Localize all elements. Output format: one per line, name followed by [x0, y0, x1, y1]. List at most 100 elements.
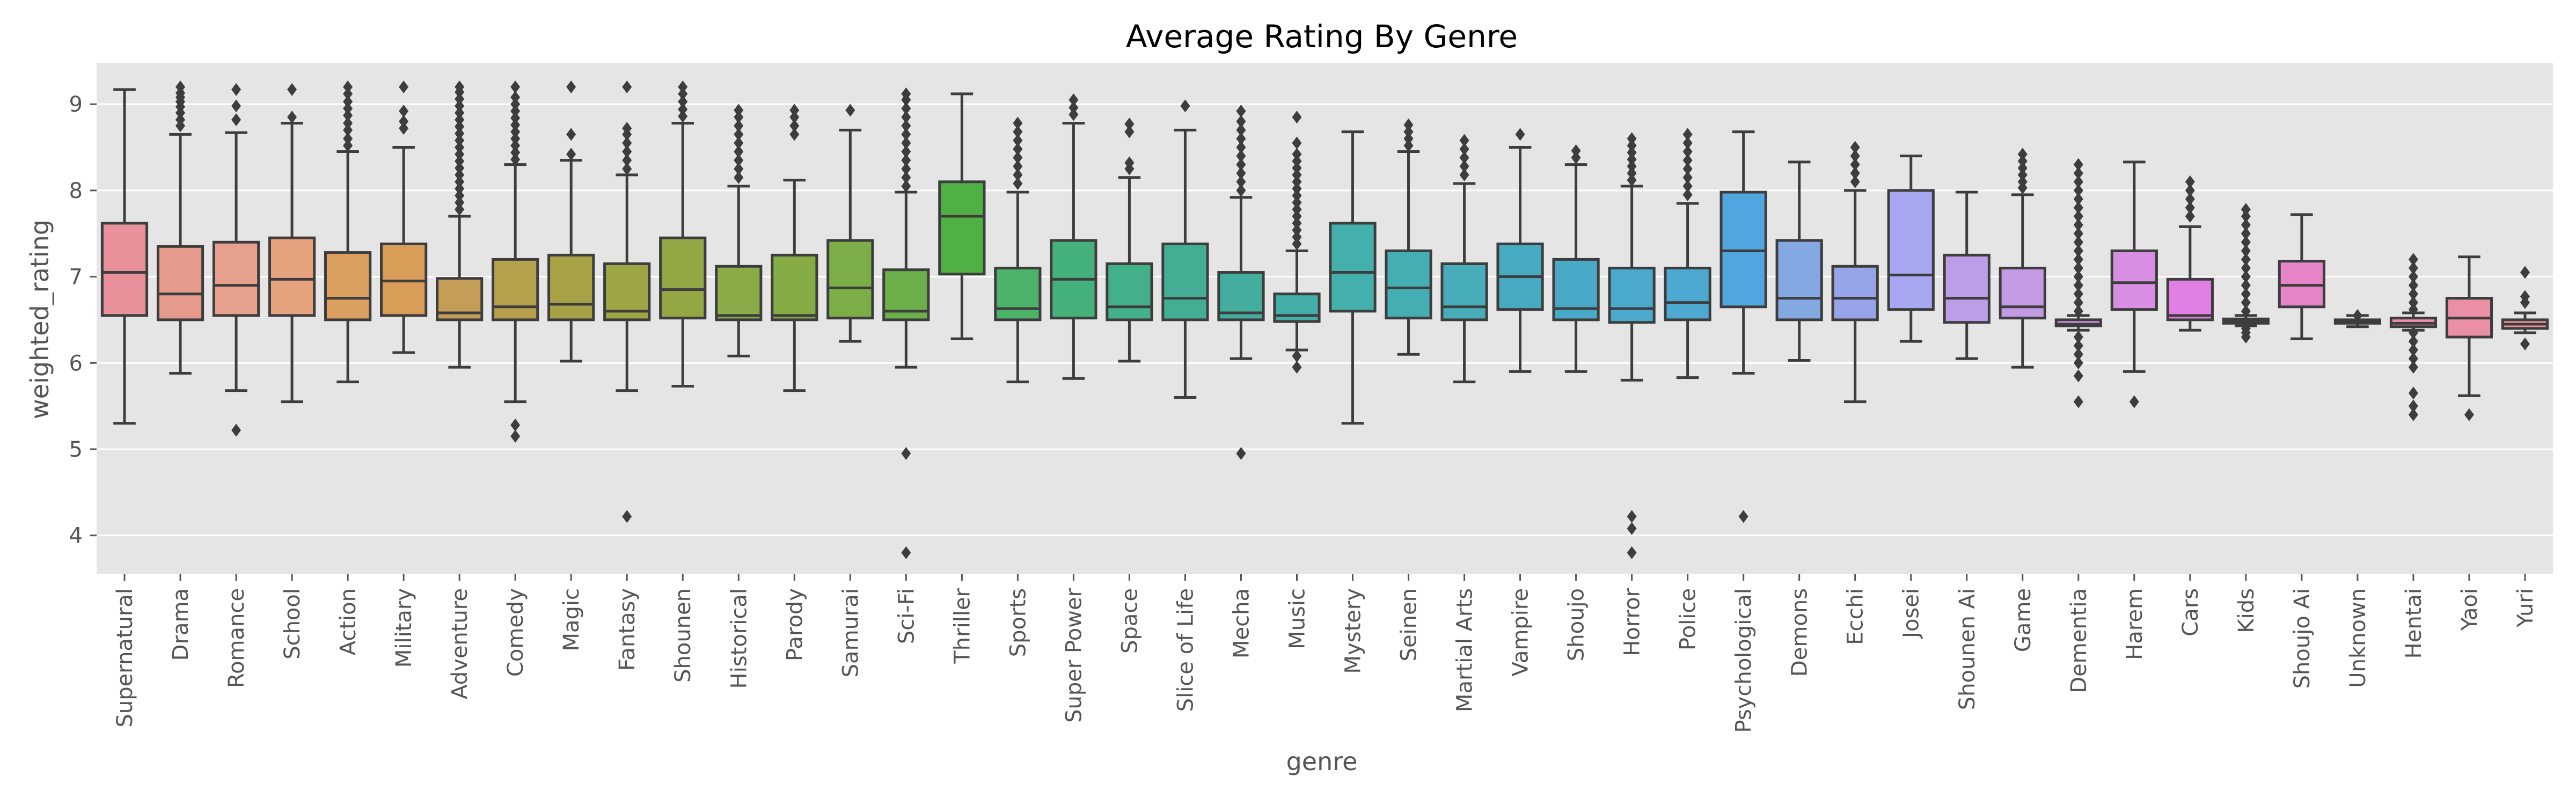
outlier-point — [2185, 210, 2195, 223]
outlier-point — [901, 87, 911, 100]
outlier-point — [2408, 270, 2418, 283]
outlier-point — [1292, 111, 1302, 124]
outlier-point — [2185, 184, 2195, 197]
outlier-point — [455, 134, 465, 147]
outlier-point — [1627, 132, 1637, 145]
outlier-point — [2408, 326, 2418, 340]
outlier-point — [901, 179, 911, 193]
outlier-point — [1627, 166, 1637, 180]
outlier-point — [1292, 148, 1302, 161]
x-tick-label: Mecha — [1229, 588, 1254, 658]
outlier-point — [901, 111, 911, 124]
outlier-point — [2073, 192, 2083, 206]
outlier-point — [566, 80, 576, 93]
outlier-point — [2185, 175, 2195, 188]
box-school — [268, 83, 316, 404]
outlier-point — [2241, 244, 2251, 258]
outlier-point — [1850, 175, 1860, 188]
x-tick-label: Horror — [1620, 588, 1645, 656]
x-tick-label: Shoujo Ai — [2290, 588, 2315, 689]
x-tick-label: Unknown — [2346, 588, 2370, 688]
outlier-point — [343, 123, 353, 137]
outlier-point — [2408, 399, 2418, 413]
outlier-point — [510, 118, 521, 131]
outlier-point — [2408, 361, 2418, 374]
outlier-point — [455, 127, 465, 140]
x-tick-label: Space — [1117, 588, 1142, 654]
box-shounen — [659, 80, 707, 388]
box-psychological — [1719, 130, 1767, 523]
outlier-point — [1571, 144, 1581, 157]
y-tick-label: 4 — [69, 524, 83, 548]
outlier-point — [1682, 145, 1693, 158]
box-shounen-ai — [1943, 191, 1990, 360]
outlier-point — [1236, 184, 1246, 197]
outlier-point — [1627, 522, 1637, 535]
outlier-point — [734, 128, 744, 141]
outlier-point — [1682, 153, 1693, 167]
outlier-point — [510, 139, 521, 152]
outlier-point — [1292, 361, 1302, 374]
box-josei — [1887, 155, 1935, 343]
box-fantasy — [603, 80, 651, 523]
outlier-point — [399, 80, 409, 93]
outlier-point — [1236, 115, 1246, 128]
outlier-point — [2073, 279, 2083, 292]
outlier-point — [789, 128, 800, 141]
outlier-point — [2352, 309, 2362, 322]
iqr-box — [1943, 253, 1990, 324]
outlier-point — [343, 87, 353, 100]
outlier-point — [1292, 216, 1302, 230]
outlier-point — [2241, 270, 2251, 283]
x-tick-label: Parody — [782, 588, 807, 661]
x-tick-label: Game — [2011, 588, 2036, 652]
x-tick-label: Shounen Ai — [1955, 588, 1980, 710]
outlier-point — [1236, 132, 1246, 145]
outlier-point — [510, 152, 521, 166]
outlier-point — [343, 139, 353, 152]
box-drama — [156, 80, 204, 375]
outlier-point — [1292, 162, 1302, 175]
box-ecchi — [1831, 141, 1879, 404]
outlier-point — [1236, 175, 1246, 188]
outlier-point — [287, 111, 297, 124]
outlier-point — [1571, 151, 1581, 164]
box-historical — [715, 104, 763, 357]
outlier-point — [2241, 261, 2251, 275]
outlier-point — [2073, 253, 2083, 266]
outlier-point — [2241, 279, 2251, 292]
x-tick-label: Hentai — [2402, 588, 2426, 658]
outlier-point — [2073, 331, 2083, 344]
x-tick-label: Kids — [2234, 588, 2259, 633]
box-slice-of-life — [1161, 99, 1209, 399]
outlier-point — [1292, 230, 1302, 244]
outlier-point — [231, 113, 241, 127]
outlier-point — [566, 148, 576, 161]
x-tick-label: Ecchi — [1843, 588, 1868, 645]
outlier-point — [2408, 279, 2418, 292]
outlier-point — [455, 168, 465, 181]
x-tick-label: Cars — [2178, 588, 2203, 636]
outlier-point — [2241, 210, 2251, 223]
outlier-point — [2408, 335, 2418, 348]
iqr-box — [715, 265, 763, 321]
iqr-box — [324, 251, 372, 321]
outlier-point — [1236, 123, 1246, 137]
outlier-point — [1069, 108, 1079, 121]
outlier-point — [1013, 116, 1023, 130]
outlier-point — [2073, 369, 2083, 383]
x-tick-label: Samurai — [838, 588, 863, 677]
outlier-point — [343, 109, 353, 122]
outlier-point — [1627, 510, 1637, 523]
outlier-point — [734, 171, 744, 184]
outlier-point — [678, 109, 688, 123]
box-supernatural — [100, 88, 149, 425]
outlier-point — [1013, 151, 1023, 164]
outlier-point — [622, 162, 632, 175]
outlier-point — [2408, 408, 2418, 421]
outlier-point — [2241, 236, 2251, 249]
iqr-box — [547, 253, 595, 321]
x-tick-label: Music — [1285, 588, 1309, 649]
box-kids — [2222, 203, 2270, 344]
outlier-point — [2073, 218, 2083, 232]
